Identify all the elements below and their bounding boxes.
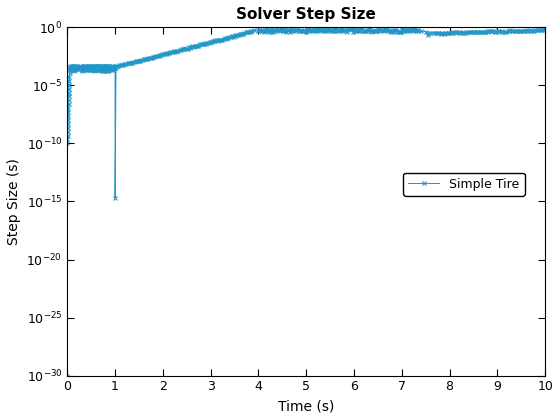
Simple Tire — [268, 29, 274, 34]
X-axis label: Time (s): Time (s) — [278, 399, 334, 413]
Simple Tire — [469, 29, 476, 34]
Line: Simple Tire: Simple Tire — [65, 26, 548, 378]
Simple Tire — [489, 29, 496, 34]
Simple Tire — [92, 65, 99, 70]
Y-axis label: Step Size (s): Step Size (s) — [7, 158, 21, 245]
Title: Solver Step Size: Solver Step Size — [236, 7, 376, 22]
Simple Tire — [542, 27, 548, 32]
Simple Tire — [64, 373, 71, 378]
Legend: Simple Tire: Simple Tire — [403, 173, 525, 196]
Simple Tire — [71, 65, 77, 70]
Simple Tire — [338, 26, 345, 32]
Simple Tire — [258, 27, 264, 32]
